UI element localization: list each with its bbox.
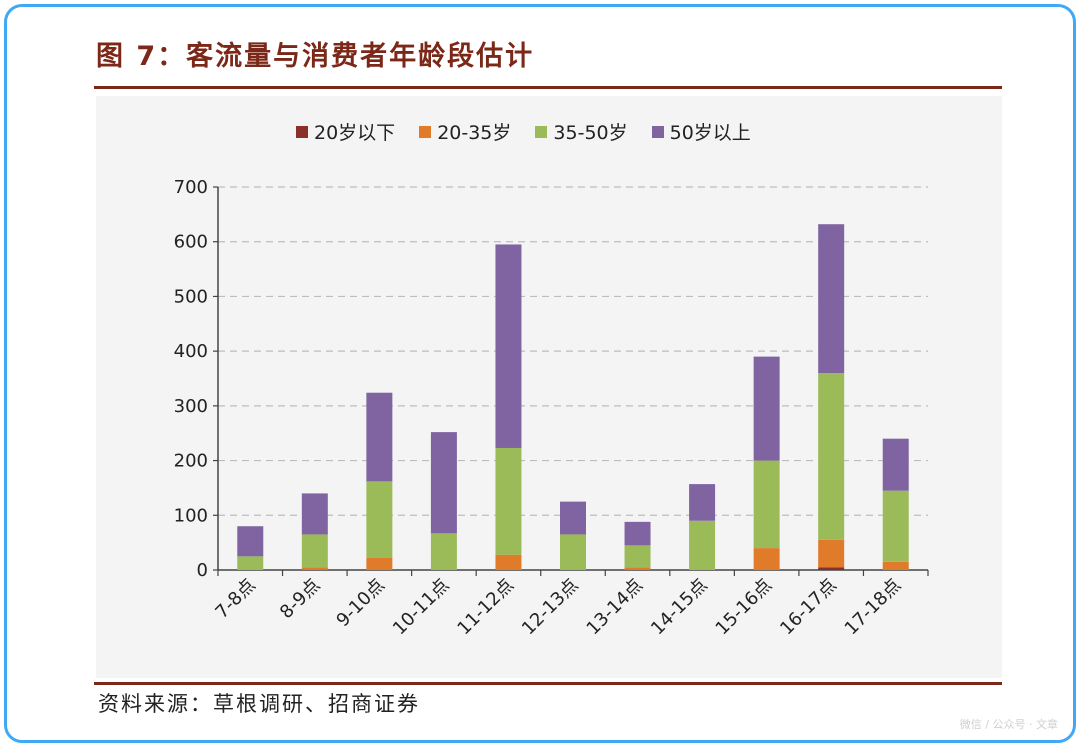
title-rule — [94, 86, 1002, 89]
bar-segment — [818, 224, 845, 374]
bar-segment — [882, 490, 909, 562]
legend-item: 20-35岁 — [419, 118, 511, 145]
x-tick-label: 11-12点 — [453, 575, 518, 640]
x-tick-label: 15-16点 — [712, 575, 777, 640]
source-note: 资料来源：草根调研、招商证券 — [98, 692, 420, 716]
x-tick-label: 12-13点 — [518, 575, 583, 640]
legend-item: 50岁以上 — [651, 118, 751, 145]
bar-segment — [237, 556, 264, 570]
x-tick-label: 13-14点 — [583, 575, 648, 640]
bar-segment — [624, 521, 651, 546]
x-tick-label: 14-15点 — [647, 575, 712, 640]
legend-label: 20-35岁 — [437, 122, 512, 144]
bar-segment — [818, 539, 845, 568]
x-tick-label: 7-8点 — [211, 575, 259, 623]
y-tick-label: 0 — [197, 560, 208, 581]
legend-swatch — [419, 125, 432, 138]
bar-segment — [624, 545, 651, 568]
bar-segment — [237, 526, 264, 557]
bar-segment — [430, 432, 457, 534]
x-tick-label: 8-9点 — [276, 575, 324, 623]
bar-segment — [430, 533, 457, 570]
x-tick-label: 9-10点 — [332, 575, 388, 631]
bar-segment — [301, 534, 328, 568]
watermark: 微信 / 公众号 · 文章 — [959, 718, 1058, 731]
bar-segment — [301, 567, 328, 570]
y-tick-label: 100 — [174, 505, 208, 526]
bar-segment — [366, 392, 393, 482]
bar-segment — [882, 438, 909, 491]
bar-segment — [753, 548, 780, 570]
legend-swatch — [296, 125, 308, 138]
y-tick-label: 600 — [174, 232, 208, 253]
y-tick-label: 400 — [174, 341, 208, 362]
bar-segment — [366, 557, 393, 570]
bar-segment — [882, 561, 909, 570]
legend-label: 20岁以下 — [314, 122, 396, 144]
bar-segment — [753, 356, 780, 461]
plot-background — [96, 96, 1002, 678]
bar-segment — [818, 567, 845, 570]
legend-item: 20岁以下 — [296, 118, 395, 145]
chart-legend: 20岁以下 20-35岁 35-50岁 50岁以上 — [296, 118, 751, 145]
bar-segment — [818, 373, 845, 540]
y-tick-label: 300 — [174, 396, 208, 417]
bar-segment — [689, 484, 716, 521]
bar-segment — [689, 520, 716, 570]
bar-segment — [560, 534, 586, 570]
source-rule — [94, 682, 1002, 685]
bar-segment — [753, 460, 780, 549]
y-tick-label: 500 — [174, 286, 208, 307]
figure-title: 图 7：客流量与消费者年龄段估计 — [96, 41, 535, 72]
x-tick-label: 10-11点 — [389, 575, 454, 640]
bar-segment — [624, 567, 651, 570]
bar-segment — [495, 554, 522, 570]
bar-segment — [495, 244, 522, 448]
bar-segment — [495, 447, 522, 555]
legend-swatch — [651, 125, 664, 138]
y-tick-label: 700 — [174, 177, 208, 198]
bar-segment — [366, 481, 393, 558]
x-tick-label: 17-18点 — [841, 575, 906, 640]
bar-segment — [560, 501, 586, 535]
legend-label: 50岁以上 — [669, 122, 751, 144]
legend-item: 35-50岁 — [535, 118, 628, 145]
legend-swatch — [535, 125, 548, 138]
y-tick-label: 200 — [174, 451, 208, 472]
legend-label: 35-50岁 — [553, 122, 628, 144]
x-tick-label: 16-17点 — [776, 575, 841, 640]
bar-segment — [301, 493, 328, 535]
